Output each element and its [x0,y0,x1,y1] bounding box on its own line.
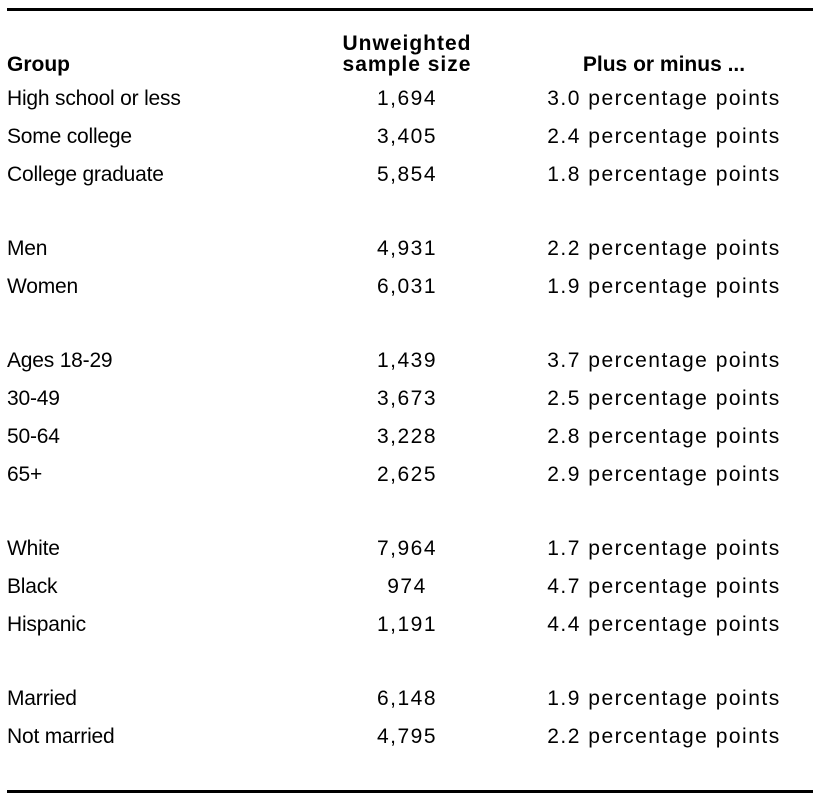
top-rule [7,8,813,11]
group-cell: Married [7,687,77,710]
section-gap-row [7,194,813,230]
table-row: College graduate 5,854 1.8 percentage poin… [7,156,813,194]
table-row: Women 6,031 1.9 percentage points [7,268,813,306]
sample-size-cell: 4,795 [376,725,438,748]
margin-cell: 1.7 percentage points [547,537,781,560]
sample-size-table: Group Unweighted sample size Plus or min… [7,11,813,756]
margin-cell: 1.9 percentage points [547,687,781,710]
group-cell: Hispanic [7,613,86,636]
margin-cell: 1.8 percentage points [547,163,781,186]
sample-size-cell: 5,854 [376,163,438,186]
table-row: Hispanic 1,191 4.4 percentage points [7,606,813,644]
sample-size-cell: 7,964 [376,537,438,560]
section-gap-row [7,306,813,342]
group-cell: 65+ [7,463,43,486]
sample-size-cell: 3,405 [376,125,438,148]
sample-size-cell: 3,673 [376,387,438,410]
bottom-rule [7,790,813,793]
group-cell: High school or less [7,87,181,110]
margin-cell: 3.0 percentage points [547,87,781,110]
group-cell: College graduate [7,163,164,186]
table-row: Some college 3,405 2.4 percentage points [7,118,813,156]
sample-size-cell: 974 [387,575,427,598]
table-row: Ages 18-29 1,439 3.7 percentage points [7,342,813,380]
group-cell: Men [7,237,48,260]
group-cell: White [7,537,60,560]
table-row: High school or less 1,694 3.0 percentage p… [7,80,813,118]
sample-size-cell: 1,439 [376,349,438,372]
table-row: 50-64 3,228 2.8 percentage points [7,418,813,456]
sample-size-cell: 3,228 [376,425,438,448]
margin-cell: 2.4 percentage points [547,125,781,148]
group-cell: Some college [7,125,132,148]
sample-size-cell: 1,694 [376,87,438,110]
section-gap-cell [7,194,813,230]
group-cell: Women [7,275,78,298]
section-gap-row [7,644,813,680]
table-row: Men 4,931 2.2 percentage points [7,230,813,268]
margin-cell: 3.7 percentage points [547,349,781,372]
group-cell: 50-64 [7,425,60,448]
column-header-sample-size-line1: Unweighted [342,32,472,55]
margin-cell: 2.2 percentage points [547,237,781,260]
sample-size-cell: 4,931 [376,237,438,260]
margin-cell: 2.9 percentage points [547,463,781,486]
section-gap-cell [7,644,813,680]
table-row: 65+ 2,625 2.9 percentage points [7,456,813,494]
table-row: Not married 4,795 2.2 percentage points [7,718,813,756]
section-gap-row [7,494,813,530]
sample-size-cell: 2,625 [376,463,438,486]
column-header-group: Group [7,53,70,76]
column-header-sample-size: Unweighted sample size [327,11,487,80]
column-header-margin: Plus or minus ... [582,53,746,76]
table-row: Black 974 4.7 percentage points [7,568,813,606]
margin-cell: 4.7 percentage points [547,575,781,598]
sample-size-cell: 6,031 [376,275,438,298]
section-gap-cell [7,494,813,530]
margin-cell: 2.8 percentage points [547,425,781,448]
table-row: Married 6,148 1.9 percentage points [7,680,813,718]
margin-cell: 4.4 percentage points [547,613,781,636]
group-cell: Black [7,575,58,598]
group-cell: Not married [7,725,115,748]
section-gap-cell [7,306,813,342]
column-header-sample-size-line2: sample size [342,53,472,76]
group-cell: Ages 18-29 [7,349,113,372]
table-row: 30-49 3,673 2.5 percentage points [7,380,813,418]
sample-size-cell: 1,191 [376,613,438,636]
sample-size-cell: 6,148 [376,687,438,710]
margin-cell: 2.5 percentage points [547,387,781,410]
margin-cell: 1.9 percentage points [547,275,781,298]
group-cell: 30-49 [7,387,60,410]
header-row: Group Unweighted sample size Plus or min… [7,11,813,80]
table-row: White 7,964 1.7 percentage points [7,530,813,568]
margin-cell: 2.2 percentage points [547,725,781,748]
